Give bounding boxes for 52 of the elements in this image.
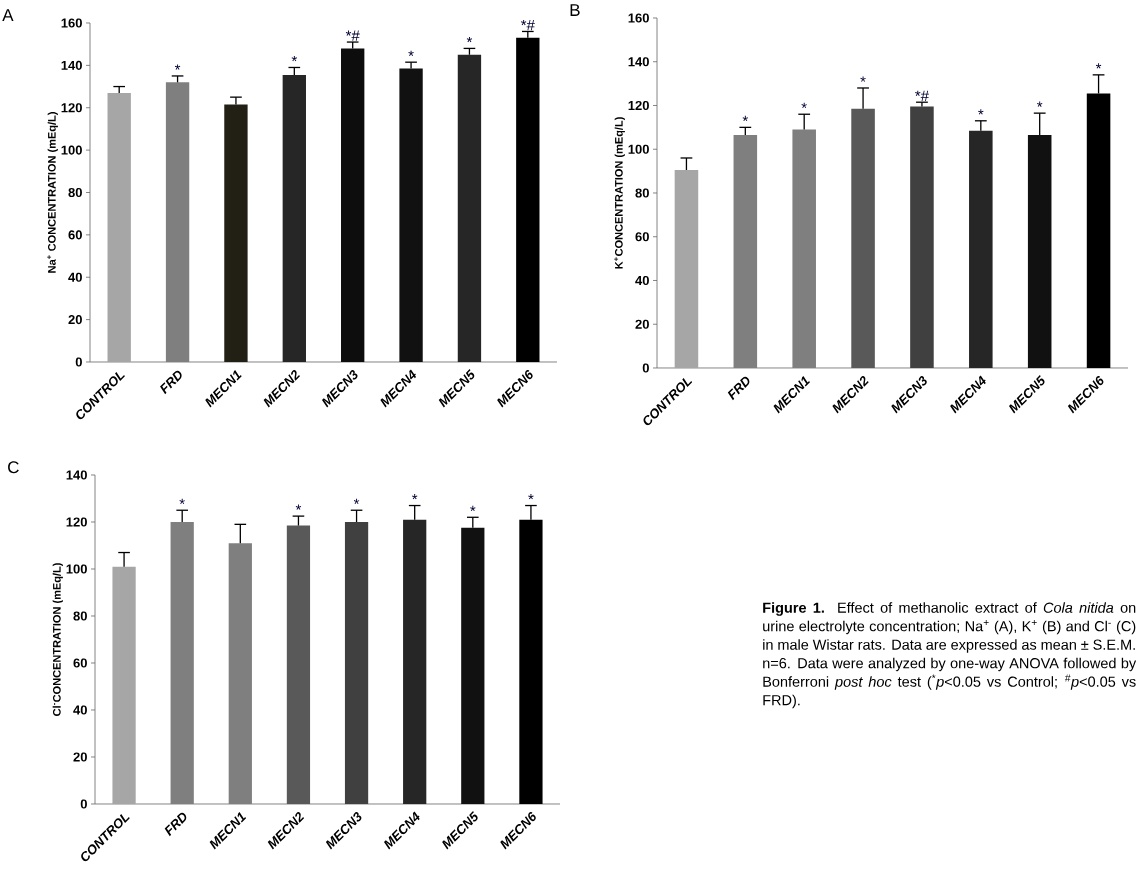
annotation: * <box>295 504 302 510</box>
y-tick-label: 140 <box>628 57 649 67</box>
y-tick-label: 100 <box>61 145 82 155</box>
annotation: * <box>174 64 181 70</box>
text: Figure 1. Effect of methanolic extract of Cola nitida on urine electrolyte concentration; Na$^{+}$ (A), K$^{+}$ (B) and Cl$^{-}$ (C) in male Wistar rats. Data are expressed as mean ± S.E.M. n=6. Data were analyzed by one-way ANOVA followed by Bonferroni post hoc test ($^{*}$p<0.05 vs Control; $^{#}$p<0.05 vs FRD). <box>763 602 1137 709</box>
annotation: * <box>978 109 984 115</box>
annotation: *# <box>520 19 535 31</box>
chart-title: C <box>8 461 19 474</box>
y-tick-label: 120 <box>61 103 82 113</box>
annotation: * <box>353 498 360 504</box>
y-tick-label: 40 <box>635 275 649 286</box>
y-tick-label: 120 <box>66 517 87 527</box>
annotation: *# <box>915 90 929 101</box>
y-tick-label: 20 <box>635 319 649 329</box>
y-axis-title: Na$^{+}$ CONCENTRATION (mEq/L) <box>47 112 58 273</box>
chart-title: A <box>2 9 14 21</box>
y-tick-label: 60 <box>68 230 82 240</box>
y-tick-label: 40 <box>68 272 82 282</box>
chart-title: B <box>570 4 580 16</box>
y-tick-label: 120 <box>628 100 649 111</box>
y-tick-label: 60 <box>635 232 649 242</box>
annotation: * <box>860 76 866 82</box>
y-tick-label: 100 <box>628 144 649 154</box>
annotation: * <box>412 494 418 500</box>
y-tick-label: 140 <box>61 60 82 70</box>
y-tick-label: 20 <box>73 752 87 762</box>
y-tick-label: 140 <box>66 470 87 480</box>
y-tick-label: 0 <box>642 363 649 373</box>
y-tick-label: 60 <box>73 658 87 668</box>
y-tick-label: 160 <box>61 18 82 28</box>
annotation: * <box>291 55 297 62</box>
y-axis-title: Cl$^{-}$CONCENTRATION (mEq/L) <box>52 563 63 716</box>
annotation: *# <box>345 30 360 41</box>
annotation: * <box>742 115 748 122</box>
annotation: * <box>408 50 414 56</box>
y-tick-label: 0 <box>80 799 87 809</box>
annotation: * <box>801 102 807 108</box>
annotation: * <box>466 36 473 43</box>
y-tick-label: 80 <box>635 188 649 198</box>
y-tick-label: 80 <box>73 611 87 621</box>
y-tick-label: 160 <box>628 13 649 23</box>
y-axis-title: K$^{+}$CONCENTRATION (mEq/L) <box>614 117 625 269</box>
annotation: * <box>1095 63 1102 69</box>
y-tick-label: 100 <box>66 564 87 574</box>
annotation: * <box>1037 101 1043 107</box>
y-tick-label: 40 <box>73 705 87 715</box>
y-tick-label: 0 <box>75 357 82 367</box>
annotation: * <box>470 505 476 512</box>
annotation: * <box>179 498 185 504</box>
annotation: * <box>528 494 534 500</box>
y-tick-label: 80 <box>68 187 82 198</box>
y-tick-label: 20 <box>68 315 82 325</box>
